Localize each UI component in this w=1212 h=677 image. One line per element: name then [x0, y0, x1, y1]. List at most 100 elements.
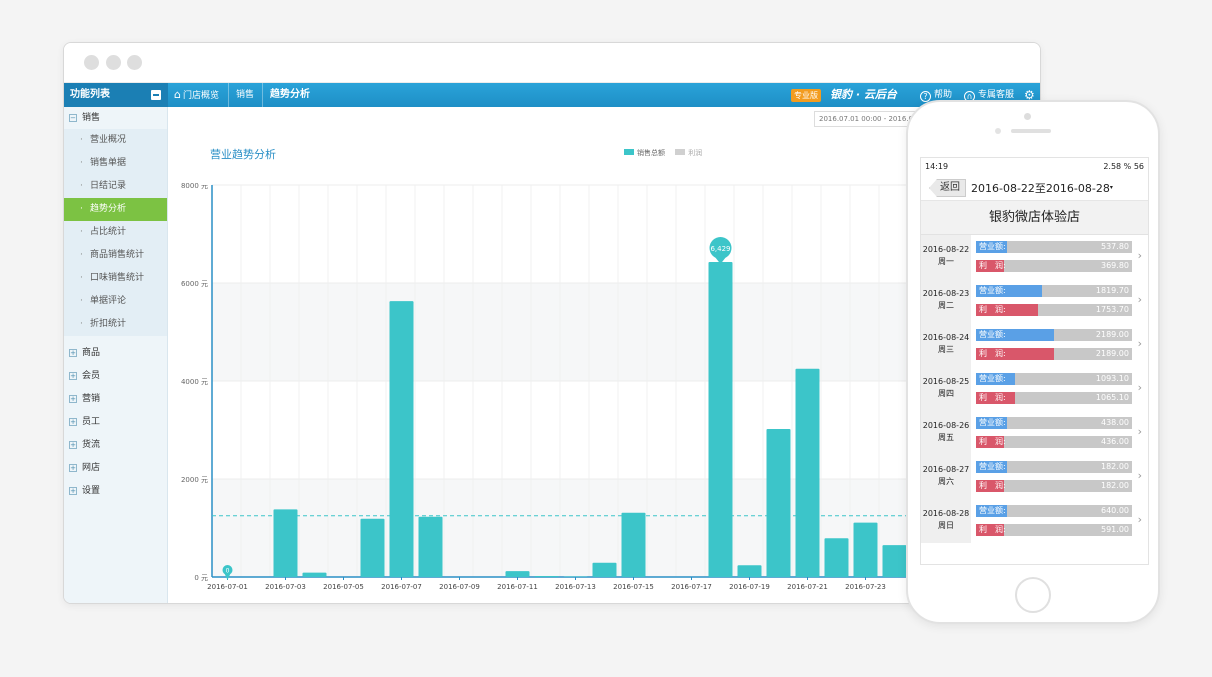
sidebar-group[interactable]: + 会员: [64, 365, 167, 388]
y-tick-label: 6000 元: [181, 280, 208, 288]
phone-home-button[interactable]: [1015, 577, 1051, 613]
window-maximize-dot[interactable]: [127, 55, 142, 70]
x-tick-label: 2016-07-05: [323, 583, 364, 591]
x-tick-label: 2016-07-01: [207, 583, 248, 591]
x-tick-label: 2016-07-07: [381, 583, 422, 591]
sidebar-item[interactable]: 单据评论: [64, 290, 167, 313]
sidebar-group[interactable]: + 商品: [64, 342, 167, 365]
status-time: 14:19: [925, 162, 949, 171]
phone-screen: 14:19 2.58 % 56 返回 2016-08-22至2016-08-28…: [920, 157, 1149, 565]
phone-speaker: [1011, 129, 1051, 133]
revenue-label: 营业额:: [979, 374, 1006, 383]
revenue-value: 537.80: [1101, 242, 1129, 251]
plus-square-icon: +: [69, 349, 77, 357]
day-date: 2016-08-25 周四: [921, 367, 971, 411]
sidebar-item[interactable]: 趋势分析: [64, 198, 167, 221]
date-label: 2016-08-25: [922, 377, 970, 386]
sidebar-group-label: 设置: [82, 486, 101, 496]
profit-label: 利 润:: [979, 261, 1006, 270]
collapse-menu-icon[interactable]: [151, 90, 161, 100]
sidebar-group[interactable]: + 网店: [64, 457, 167, 480]
chart-bar: [592, 562, 617, 577]
legend-label-profit[interactable]: 利润: [688, 149, 703, 157]
help-link[interactable]: ? 帮助: [920, 83, 952, 107]
sidebar-group[interactable]: + 设置: [64, 480, 167, 503]
x-tick-label: 2016-07-19: [729, 583, 770, 591]
profit-label: 利 润:: [979, 393, 1006, 402]
revenue-bar-fill: [976, 329, 1054, 341]
revenue-bar-fill: [976, 505, 1008, 517]
date-range-selector[interactable]: 2016-08-22至2016-08-28▾: [971, 175, 1113, 202]
profit-bar: 利 润: 1065.10: [976, 392, 1132, 404]
chart-title: 营业趋势分析: [210, 148, 276, 161]
weekday-label: 周一: [938, 257, 954, 266]
profit-bar: 利 润: 2189.00: [976, 348, 1132, 360]
daily-row[interactable]: 2016-08-27 周六 营业额: 182.00 利 润: 182.00 ›: [921, 455, 1148, 499]
trend-bar-chart: 0 元 2000 元 4000 元 6000 元 8000 元 2016-07-01 201…: [181, 183, 908, 591]
daily-row[interactable]: 2016-08-24 周三 营业额: 2189.00 利 润: 2189.00 ›: [921, 323, 1148, 367]
breadcrumb-store-overview[interactable]: ⌂ 门店概览: [174, 83, 219, 107]
breadcrumb-divider: [262, 83, 263, 107]
weekday-label: 周六: [938, 477, 954, 486]
daily-row[interactable]: 2016-08-28 周日 营业额: 640.00 利 润: 591.00 ›: [921, 499, 1148, 543]
plus-square-icon: +: [69, 487, 77, 495]
sidebar-item[interactable]: 占比统计: [64, 221, 167, 244]
chart-bar: [389, 301, 414, 577]
sidebar-group-sales[interactable]: − 销售: [64, 107, 167, 129]
sidebar-group[interactable]: + 营销: [64, 388, 167, 411]
sidebar-item[interactable]: 口味销售统计: [64, 267, 167, 290]
sidebar-item[interactable]: 商品销售统计: [64, 244, 167, 267]
window-close-dot[interactable]: [84, 55, 99, 70]
date-label: 2016-08-26: [922, 421, 970, 430]
data-label-bubble: [709, 236, 732, 259]
sidebar-group-label: 员工: [82, 417, 101, 427]
sidebar-submenu: 营业概况销售单据日结记录趋势分析占比统计商品销售统计口味销售统计单据评论折扣统计: [64, 129, 167, 336]
chart-bar: [418, 516, 443, 577]
breadcrumb-divider: [228, 83, 229, 107]
profit-bar-fill: [976, 436, 1005, 448]
sidebar-item[interactable]: 折扣统计: [64, 313, 167, 336]
sidebar-group[interactable]: + 货流: [64, 434, 167, 457]
window-minimize-dot[interactable]: [106, 55, 121, 70]
revenue-value: 1093.10: [1095, 374, 1129, 383]
revenue-bar-fill: [976, 285, 1042, 297]
revenue-value: 640.00: [1101, 506, 1129, 515]
back-button[interactable]: 返回: [929, 179, 966, 197]
sidebar-group[interactable]: + 员工: [64, 411, 167, 434]
profit-label: 利 润:: [979, 349, 1006, 358]
profit-bar: 利 润: 1753.70: [976, 304, 1132, 316]
status-indicators: 2.58 % 56: [1103, 162, 1144, 171]
legend-label-revenue[interactable]: 销售总额: [637, 149, 665, 157]
sidebar-item[interactable]: 营业概况: [64, 129, 167, 152]
chart-bar: [360, 518, 385, 577]
daily-row[interactable]: 2016-08-26 周五 营业额: 438.00 利 润: 436.00 ›: [921, 411, 1148, 455]
browser-titlebar: [64, 43, 1040, 83]
brand-logo: 银豹 · 云后台: [830, 88, 897, 101]
legend-swatch-revenue: [624, 149, 634, 155]
day-date: 2016-08-22 周一: [921, 235, 971, 279]
sidebar-groups: + 商品 + 会员 + 营销 + 员工 + 货流 + 网店 + 设置: [64, 336, 167, 503]
breadcrumb-sales[interactable]: 销售: [236, 90, 255, 100]
profit-bar-fill: [976, 260, 1005, 272]
revenue-value: 2189.00: [1095, 330, 1129, 339]
chart-legend: 销售总额 利润: [624, 148, 702, 158]
chevron-right-icon: ›: [1137, 425, 1142, 438]
date-label: 2016-08-24: [922, 333, 970, 342]
sidebar-group-label: 营销: [82, 394, 101, 404]
chart-bar: [708, 261, 733, 577]
settings-gear-icon[interactable]: ⚙: [1024, 88, 1035, 102]
sidebar-item[interactable]: 日结记录: [64, 175, 167, 198]
chart-bar: [766, 429, 791, 577]
daily-row[interactable]: 2016-08-23 周二 营业额: 1819.70 利 润: 1753.70 ›: [921, 279, 1148, 323]
daily-row[interactable]: 2016-08-22 周一 营业额: 537.80 利 润: 369.80 ›: [921, 235, 1148, 279]
sidebar-item[interactable]: 销售单据: [64, 152, 167, 175]
chart-bar: [795, 368, 820, 577]
chart-bar: [853, 522, 878, 577]
y-tick-label: 8000 元: [181, 183, 208, 190]
day-date: 2016-08-27 周六: [921, 455, 971, 499]
phone-sensor: [995, 128, 1001, 134]
sidebar-group-label: 货流: [82, 440, 101, 450]
profit-value: 182.00: [1101, 481, 1129, 490]
day-date: 2016-08-24 周三: [921, 323, 971, 367]
daily-row[interactable]: 2016-08-25 周四 营业额: 1093.10 利 润: 1065.10 ›: [921, 367, 1148, 411]
